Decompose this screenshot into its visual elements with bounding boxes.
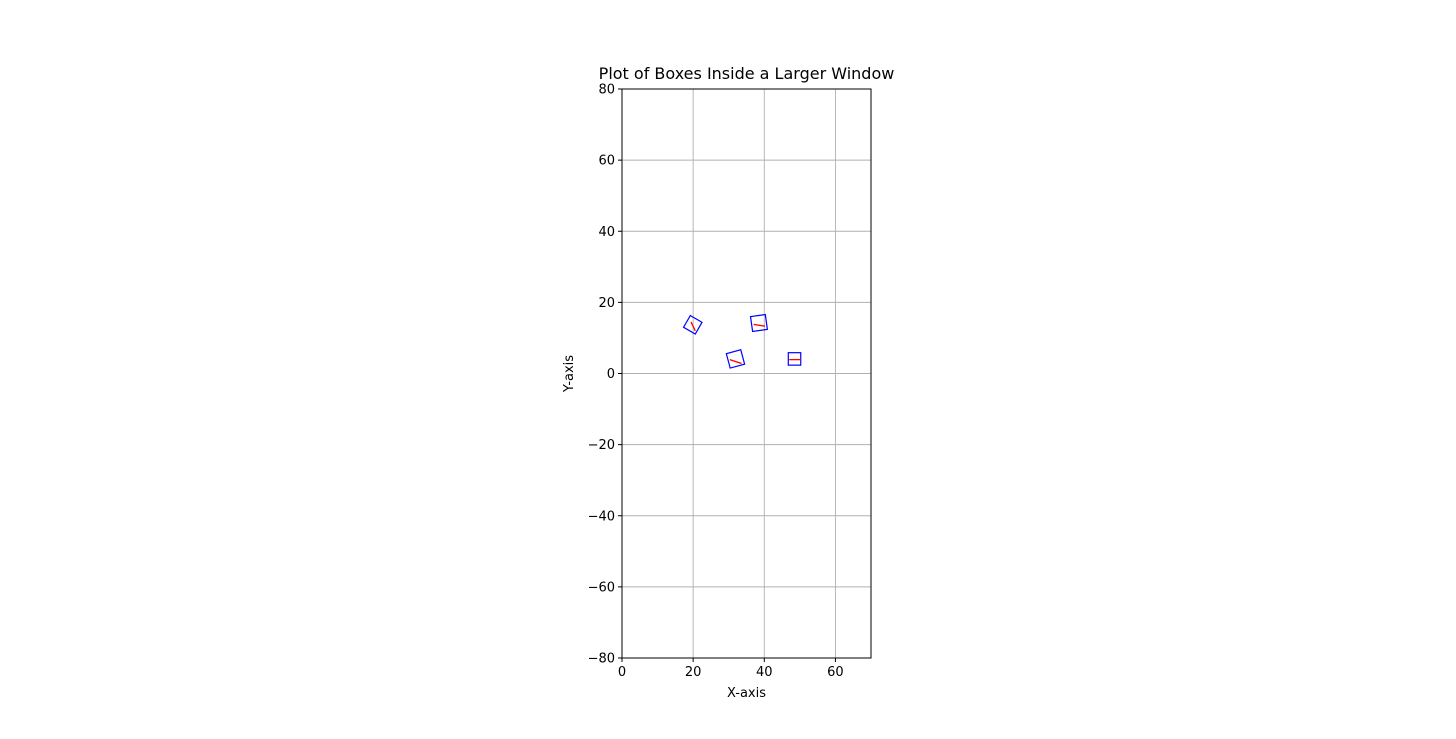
x-tick-label: 0 [618, 665, 626, 680]
y-tick-label: 0 [607, 367, 615, 382]
box-mark [787, 352, 802, 366]
heading-line [753, 323, 766, 327]
x-tick-label: 40 [756, 665, 773, 680]
y-tick-label: 20 [598, 296, 615, 311]
box-mark [749, 313, 769, 333]
x-axis-title: X-axis [727, 686, 766, 701]
ticks: 0 20 40 60 −80 −60 −40 −20 0 20 40 60 80 [588, 83, 844, 681]
heading-line [690, 321, 696, 332]
chart-title: Plot of Boxes Inside a Larger Window [599, 64, 895, 83]
y-tick-label: −40 [588, 509, 615, 524]
y-tick-label: −60 [588, 580, 615, 595]
y-tick-label: 60 [598, 154, 615, 169]
box-mark [682, 314, 703, 335]
y-tick-label: 80 [598, 83, 615, 98]
y-tick-label: 40 [598, 225, 615, 240]
y-axis-title: Y-axis [562, 355, 577, 393]
grid [621, 88, 871, 659]
heading-line [729, 359, 742, 365]
x-tick-label: 60 [827, 665, 844, 680]
y-tick-label: −80 [588, 652, 615, 667]
y-tick-label: −20 [588, 438, 615, 453]
data-boxes [682, 313, 802, 369]
box-mark [725, 349, 746, 369]
x-tick-label: 20 [685, 665, 702, 680]
